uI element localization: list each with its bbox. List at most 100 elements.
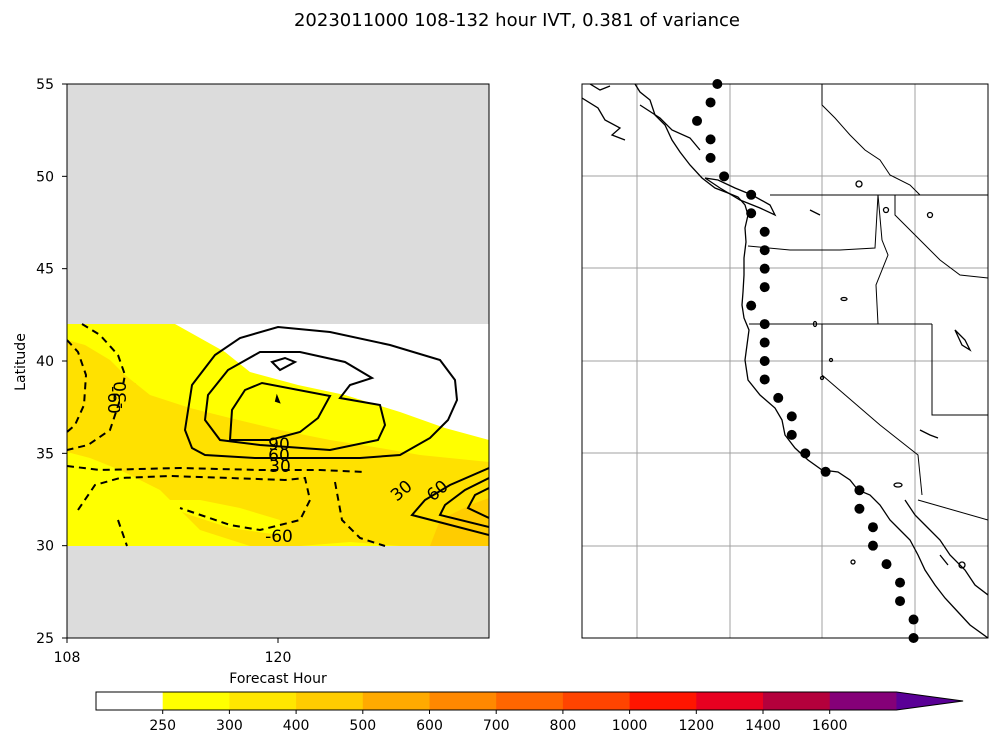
y-tick-label: 50 (36, 169, 54, 185)
colorbar-segment (763, 692, 831, 710)
y-tick-label: 40 (36, 354, 54, 370)
y-tick-label: 30 (36, 539, 54, 555)
colorbar-segment (229, 692, 297, 710)
forecast-point (705, 97, 716, 108)
x-tick-label: 120 (265, 650, 292, 666)
forecast-point (746, 189, 757, 200)
y-tick-label: 35 (36, 446, 54, 462)
forecast-point (895, 577, 906, 588)
forecast-point (800, 448, 811, 459)
colorbar-tick-label: 1200 (678, 718, 714, 734)
colorbar-tick-label: 1000 (612, 718, 648, 734)
neg-contour-lower (67, 465, 366, 473)
forecast-point (820, 466, 831, 477)
forecast-point (786, 429, 797, 440)
ivt-contour-panel: -60 -30 -60 30 60 90 30 60 25 30 35 40 45 50 5… (13, 77, 490, 687)
contour-label: 60 (268, 446, 290, 466)
boundaries (747, 84, 988, 521)
y-axis-label: Latitude (13, 333, 29, 391)
province-border (821, 84, 921, 196)
nv-ut-border (931, 324, 988, 416)
map-panel (581, 79, 989, 643)
pos-contour-east-30 (410, 467, 489, 536)
baja-coast (904, 499, 988, 596)
x-axis-label: Forecast Hour (229, 671, 327, 687)
ca-nv-border (821, 324, 923, 496)
pos-contour-30 (183, 325, 459, 459)
colorbar: 250 300 400 500 600 700 800 1000 1200 1400 1600 (95, 691, 964, 734)
contour-label: 90 (268, 435, 290, 455)
forecast-point (759, 263, 770, 274)
colorbar-segment (162, 692, 230, 710)
forecast-point (881, 559, 892, 570)
filled-contours (67, 324, 489, 546)
coastline (634, 84, 988, 638)
vancouver-island (704, 177, 777, 217)
forecast-point (746, 300, 757, 311)
forecast-point (867, 540, 878, 551)
forecast-point (895, 596, 906, 607)
forecast-point (759, 319, 770, 330)
contour-label: -60 (103, 386, 123, 414)
figure-title: 2023011000 108-132 hour IVT, 0.381 of va… (294, 10, 740, 31)
pos-contour-90 (228, 381, 332, 441)
colorbar-segment (629, 692, 697, 710)
forecast-point (773, 392, 784, 403)
neg-contour-60-upper (67, 339, 88, 433)
colorbar-segment (696, 692, 764, 710)
forecast-point (759, 226, 770, 237)
ivt-band-300 (67, 340, 489, 546)
bc-fjords (582, 84, 701, 151)
contour-label: 30 (269, 457, 291, 477)
y-tick-label: 25 (36, 631, 54, 647)
forecast-point (854, 503, 865, 514)
map-frame (581, 83, 989, 639)
map-gridlines (582, 84, 988, 638)
contour-labels: -60 -30 -60 30 60 90 30 60 (93, 381, 453, 547)
neg-contour-60-lower (77, 474, 312, 532)
neg-contour-60-edge (117, 519, 128, 547)
y-axis: 25 30 35 40 45 50 55 (36, 77, 67, 647)
contour-lines (67, 323, 489, 547)
neg-contour-30-upper (67, 323, 127, 451)
forecast-point (908, 614, 919, 625)
forecast-point (719, 171, 730, 182)
forecast-points (692, 79, 919, 643)
colorbar-tick-label: 300 (216, 718, 243, 734)
pos-contour-east-90 (466, 487, 489, 519)
colorbar-tick-label: 500 (349, 718, 376, 734)
forecast-point (854, 485, 865, 496)
wa-or-border (747, 194, 879, 251)
pos-contour-east-60 (438, 477, 489, 528)
colorbar-extend (896, 692, 964, 710)
colorbar-tick-label: 600 (416, 718, 443, 734)
colorbar-segment (362, 692, 430, 710)
colorbar-segment (296, 692, 364, 710)
x-axis: 108 120 (54, 638, 292, 666)
id-mt-border (875, 194, 889, 325)
pos-contour-60 (203, 351, 387, 452)
forecast-point (746, 208, 757, 219)
forecast-point (759, 282, 770, 293)
colorbar-outline (95, 691, 964, 711)
forecast-point (705, 134, 716, 145)
colorbar-segment (562, 692, 631, 710)
colorbar-segment (829, 692, 897, 710)
pos-contour-speck (274, 393, 281, 404)
colorbar-segment (429, 692, 497, 710)
forecast-point (867, 522, 878, 533)
forecast-point (786, 411, 797, 422)
colorbar-tick-label: 1600 (812, 718, 848, 734)
pos-contour-90-core (270, 356, 298, 372)
y-tick-label: 55 (36, 77, 54, 93)
forecast-point (759, 337, 770, 348)
mexico-border (917, 499, 988, 521)
colorbar-tick-label: 1400 (745, 718, 781, 734)
forecast-point (705, 152, 716, 163)
contour-label: -30 (111, 381, 131, 409)
forecast-point (759, 356, 770, 366)
colorbar-tick-label: 800 (550, 718, 577, 734)
colorbar-tick-label: 400 (283, 718, 310, 734)
forecast-point (759, 245, 770, 256)
